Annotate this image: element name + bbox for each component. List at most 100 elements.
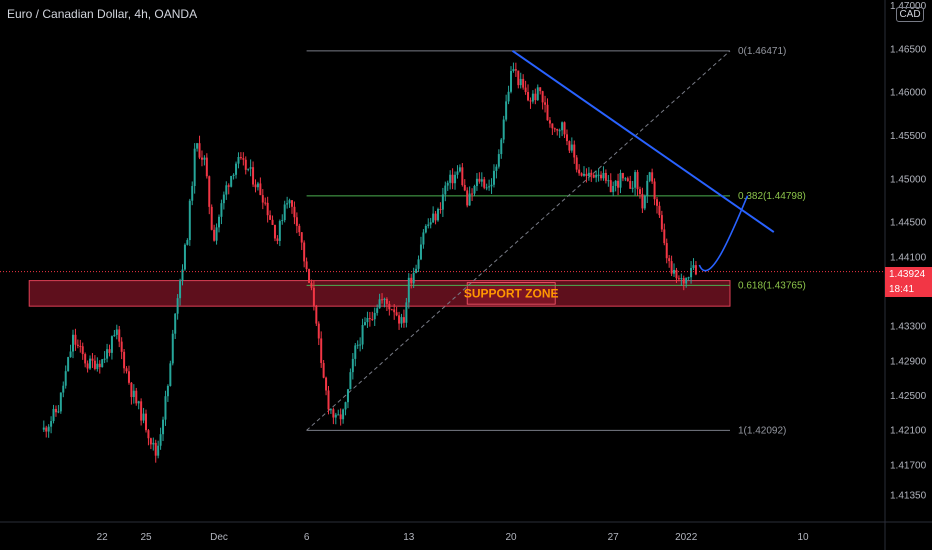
candle-body xyxy=(127,371,130,383)
candle-body xyxy=(108,349,111,353)
candle-body xyxy=(398,315,401,324)
candle-body xyxy=(507,91,510,102)
candle-body xyxy=(505,101,508,120)
candle-body xyxy=(193,148,196,187)
candle-body xyxy=(427,224,430,226)
currency-label: CAD xyxy=(899,9,921,20)
candle-countdown: 18:41 xyxy=(889,284,915,295)
candle-body xyxy=(492,170,495,185)
candle-body xyxy=(351,358,354,373)
candle-body xyxy=(410,277,413,284)
candle-body xyxy=(527,92,530,101)
candle-body xyxy=(434,213,437,221)
candle-body xyxy=(417,259,420,269)
candle-body xyxy=(500,139,503,155)
candle-body xyxy=(461,167,464,186)
candle-body xyxy=(673,269,676,274)
candle-body xyxy=(283,204,286,221)
fib-diagonal xyxy=(306,50,731,431)
candle-body xyxy=(478,178,481,182)
candle-body xyxy=(256,183,259,188)
candle-body xyxy=(164,396,167,420)
candle-body xyxy=(502,119,505,140)
candle-body xyxy=(113,334,116,337)
candle-body xyxy=(536,87,539,101)
current-price-tag: 1.43924 18:41 xyxy=(885,267,932,297)
candle-body xyxy=(497,154,500,167)
candle-body xyxy=(125,368,128,372)
candle-body xyxy=(264,202,267,204)
candle-body xyxy=(692,265,695,268)
candle-body xyxy=(383,298,386,301)
candle-body xyxy=(419,244,422,260)
candle-body xyxy=(203,157,206,160)
candle-body xyxy=(680,278,683,280)
candle-body xyxy=(531,93,534,102)
candle-body xyxy=(485,187,488,189)
candle-body xyxy=(225,185,228,195)
candle-body xyxy=(57,411,60,413)
candle-body xyxy=(405,302,408,323)
candle-body xyxy=(142,413,145,421)
candle-body xyxy=(366,318,369,323)
candle-body xyxy=(259,183,262,196)
candle-body xyxy=(634,172,637,188)
candle-body xyxy=(694,265,697,275)
candle-body xyxy=(454,174,457,184)
candle-body xyxy=(183,244,186,270)
candle-body xyxy=(171,333,174,364)
candle-body xyxy=(456,171,459,175)
candle-body xyxy=(47,426,50,432)
candle-body xyxy=(468,193,471,206)
candle-body xyxy=(653,181,656,200)
candle-body xyxy=(145,413,147,431)
candle-body xyxy=(587,172,590,177)
candle-body xyxy=(157,445,160,456)
candle-body xyxy=(166,385,169,397)
candle-body xyxy=(276,238,279,241)
candle-body xyxy=(687,277,690,279)
candle-body xyxy=(140,401,143,421)
time-tick-label: 27 xyxy=(608,532,620,543)
candle-body xyxy=(337,414,340,416)
candle-body xyxy=(67,357,70,372)
candle-body xyxy=(400,317,403,324)
candle-body xyxy=(602,172,605,179)
candle-body xyxy=(227,185,230,187)
candle-body xyxy=(585,173,588,177)
candle-body xyxy=(62,385,65,393)
candle-body xyxy=(629,181,632,189)
candle-body xyxy=(432,213,435,223)
candle-body xyxy=(42,427,45,430)
candle-body xyxy=(344,402,347,410)
candle-body xyxy=(230,175,233,187)
candle-body xyxy=(303,242,306,262)
candle-body xyxy=(210,206,213,230)
candle-body xyxy=(317,323,320,339)
candle-body xyxy=(308,269,311,283)
candle-body xyxy=(539,87,542,92)
candle-body xyxy=(74,334,77,345)
candle-body xyxy=(220,203,223,217)
candle-body xyxy=(266,202,269,216)
price-tick-label: 1.45500 xyxy=(890,131,927,142)
candle-body xyxy=(154,442,157,456)
candle-body xyxy=(390,309,393,311)
candle-body xyxy=(346,389,349,403)
candle-body xyxy=(176,298,179,314)
candle-body xyxy=(115,329,118,335)
candle-body xyxy=(463,185,466,191)
candle-body xyxy=(668,258,671,262)
candle-body xyxy=(149,438,152,445)
candle-body xyxy=(660,215,663,230)
currency-badge[interactable]: CAD xyxy=(896,7,924,22)
candle-body xyxy=(254,184,257,188)
candle-body xyxy=(135,390,138,404)
price-tick-label: 1.44100 xyxy=(890,252,927,263)
candle-body xyxy=(120,341,123,352)
candle-body xyxy=(444,185,447,195)
candle-body xyxy=(376,308,379,313)
candle-body xyxy=(378,299,381,309)
candle-body xyxy=(466,190,469,206)
